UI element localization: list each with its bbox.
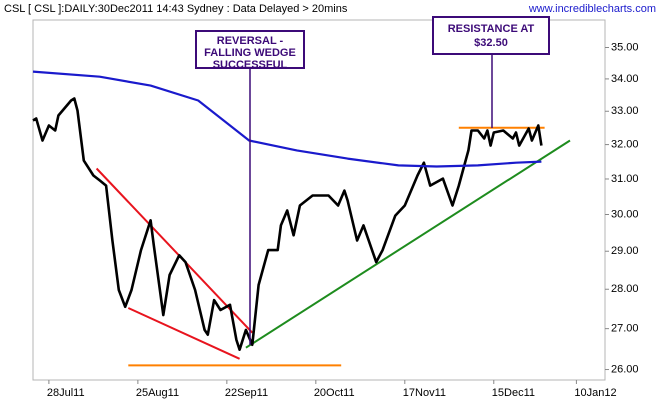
series-line [32,97,543,351]
y-tick-label: 34.00 [611,73,639,85]
trendline [127,307,241,360]
chart-title: CSL [ CSL ]:DAILY:30Dec2011 14:43 Sydney… [4,3,348,15]
plot-area [32,19,606,381]
annotation-box [195,30,305,69]
x-tick-label: 10Jan12 [574,387,616,399]
annotation: REVERSAL - FALLING WEDGE SUCCESSFUL [195,30,305,345]
annotation-text: SUCCESSFUL [213,59,288,71]
y-tick-label: 33.00 [611,105,639,117]
x-tick-label: 20Oct11 [314,387,355,399]
y-tick-label: 27.00 [611,323,639,335]
annotation-text: FALLING WEDGE [204,47,296,59]
annotation-text: $32.50 [474,37,508,49]
y-tick-label: 31.00 [611,173,639,185]
series-line [32,70,542,168]
y-tick-label: 29.00 [611,245,639,257]
x-tick-label: 17Nov11 [403,387,446,399]
trendline [245,139,571,349]
marks [32,70,571,367]
y-tick-label: 26.00 [611,363,639,375]
x-tick-label: 28Jul11 [47,387,85,399]
y-tick-label: 30.00 [611,208,639,220]
y-tick-label: 32.00 [611,138,639,150]
x-tick-label: 15Dec11 [492,387,535,399]
y-tick-label: 35.00 [611,41,639,53]
y-tick-label: 28.00 [611,283,639,295]
annotation-text: REVERSAL - [217,35,284,47]
x-tick-label: 25Aug11 [136,387,179,399]
annotation: RESISTANCE AT $32.50 [432,16,550,128]
source: www.incrediblecharts.com [528,3,656,15]
annotation-box [432,16,550,55]
annotation-text: RESISTANCE AT [448,23,535,35]
x-tick-label: 22Sep11 [225,387,268,399]
